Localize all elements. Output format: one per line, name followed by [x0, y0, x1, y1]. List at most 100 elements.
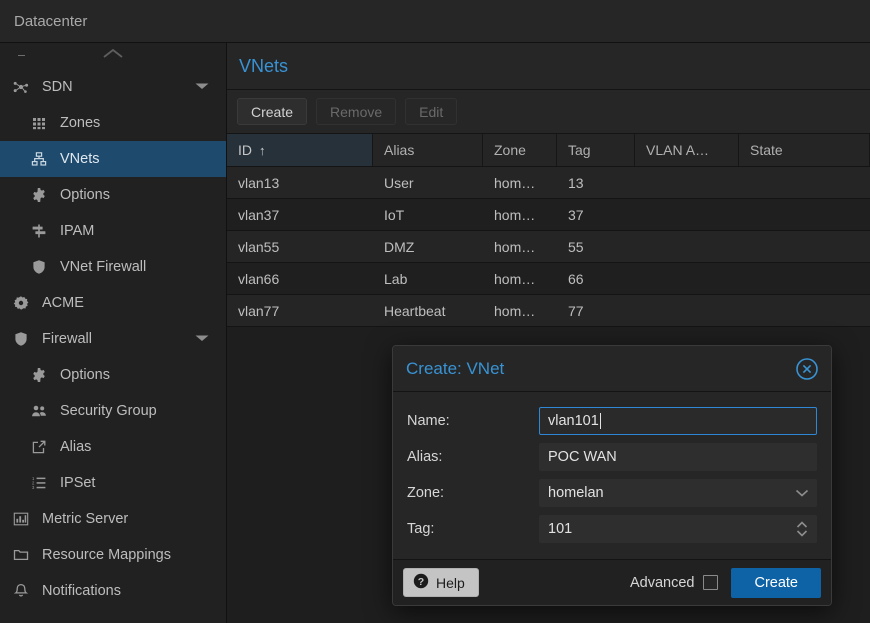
sidebar[interactable]: SDN Zones VNets Options IPAM VNet Firewall ACM… — [0, 43, 227, 623]
table-row[interactable]: vlan55 DMZ hom… 55 — [227, 231, 870, 263]
sidebar-item-label: Notifications — [42, 583, 121, 599]
tag-stepper[interactable]: 101 — [539, 515, 817, 543]
field-row-zone: Zone: homelan — [407, 475, 817, 511]
shield-icon — [9, 331, 33, 347]
sidebar-item-label: VNet Firewall — [60, 259, 147, 275]
bar-chart-icon — [9, 511, 33, 527]
table-row[interactable]: vlan77 Heartbeat hom… 77 — [227, 295, 870, 327]
dialog-footer: ? Help Advanced Create — [393, 559, 831, 605]
table-cell-zone: hom… — [494, 206, 536, 223]
help-button[interactable]: ? Help — [403, 568, 479, 597]
advanced-label: Advanced — [629, 574, 695, 591]
table-cell-zone: hom… — [494, 270, 536, 287]
shield-icon — [27, 259, 51, 275]
table-body[interactable]: vlan13 User hom… 13 vlan37 IoT hom… 37 vlan55 DMZ… — [227, 167, 870, 475]
question-mark-icon: ? — [413, 573, 429, 592]
sidebar-item-ipam[interactable]: IPAM — [0, 213, 226, 249]
table-row[interactable]: vlan13 User hom… 13 — [227, 167, 870, 199]
sidebar-item-security-group[interactable]: Security Group — [0, 393, 226, 429]
table-cell-alias: Heartbeat — [384, 302, 446, 319]
create-button[interactable]: Create — [237, 98, 308, 125]
chevron-down-icon[interactable] — [795, 489, 809, 498]
sidebar-item-label: Metric Server — [42, 511, 129, 527]
create-vnet-dialog[interactable]: Create: VNet Name: vlan101 Alias: POC WA… — [392, 345, 832, 606]
table-cell-zone: hom… — [494, 302, 536, 319]
zone-label: Zone: — [407, 485, 445, 501]
table-cell-state — [739, 167, 870, 198]
table-cell-vlan — [635, 263, 739, 294]
table-header-tag[interactable]: Tag — [557, 134, 635, 166]
sidebar-scroll-up[interactable] — [0, 43, 226, 69]
table-cell-tag: 37 — [568, 206, 584, 223]
sidebar-item-notifications[interactable]: Notifications — [0, 573, 226, 609]
sidebar-item-alias[interactable]: Alias — [0, 429, 226, 465]
edit-button: Edit — [405, 98, 458, 125]
sidebar-item-sdn[interactable]: SDN — [0, 69, 226, 105]
sidebar-item-ipset[interactable]: 1 2 3 IPSet — [0, 465, 226, 501]
svg-text:1: 1 — [32, 476, 35, 481]
top-bar: Datacenter — [0, 0, 870, 43]
sidebar-item-acme[interactable]: ACME — [0, 285, 226, 321]
sidebar-item-firewall[interactable]: Firewall — [0, 321, 226, 357]
table-header-label: ID — [238, 142, 252, 158]
table-header-label: State — [750, 142, 783, 158]
sidebar-item-label: SDN — [42, 79, 73, 95]
table-cell-vlan — [635, 199, 739, 230]
table-header-state[interactable]: State — [739, 134, 870, 166]
name-input-value: vlan101 — [548, 413, 599, 429]
sdn-nodes-icon — [9, 79, 33, 95]
spinner-updown-icon[interactable] — [795, 519, 809, 539]
table-cell-tag: 77 — [568, 302, 584, 319]
sidebar-item-zones[interactable]: Zones — [0, 105, 226, 141]
sidebar-item-label: IPAM — [60, 223, 95, 239]
dialog-create-button[interactable]: Create — [731, 567, 821, 598]
table-cell-alias: IoT — [384, 206, 405, 223]
sidebar-nav-list: SDN Zones VNets Options IPAM VNet Firewall ACM… — [0, 69, 226, 609]
close-icon[interactable] — [795, 357, 819, 381]
table-header-zone[interactable]: Zone — [483, 134, 557, 166]
sidebar-item-label: VNets — [60, 151, 100, 167]
sidebar-item-label: Zones — [60, 115, 101, 131]
sidebar-item-vnets[interactable]: VNets — [0, 141, 226, 177]
table-header-vlan[interactable]: VLAN A… — [635, 134, 739, 166]
alias-input[interactable]: POC WAN — [539, 443, 817, 471]
sidebar-item-options[interactable]: Options — [0, 357, 226, 393]
sidebar-item-label: Firewall — [42, 331, 92, 347]
table-cell-state — [739, 263, 870, 294]
chevron-down-icon[interactable] — [194, 331, 210, 347]
table-row[interactable]: vlan37 IoT hom… 37 — [227, 199, 870, 231]
bell-icon — [9, 583, 33, 599]
sidebar-item-resource-mappings[interactable]: Resource Mappings — [0, 537, 226, 573]
svg-text:?: ? — [418, 576, 424, 588]
chevron-down-icon[interactable] — [194, 79, 210, 95]
sidebar-item-metric-server[interactable]: Metric Server — [0, 501, 226, 537]
external-link-icon — [27, 439, 51, 455]
table-cell-alias: DMZ — [384, 238, 415, 255]
table-toolbar: Create Remove Edit — [227, 90, 870, 134]
gear-icon — [27, 367, 51, 383]
table-header-row: ID ↑ Alias Zone Tag VLAN A… State — [227, 134, 870, 167]
table-header-id[interactable]: ID ↑ — [227, 134, 373, 166]
sidebar-item-label: Resource Mappings — [42, 547, 171, 563]
sidebar-item-label: Security Group — [60, 403, 157, 419]
table-cell-alias: Lab — [384, 270, 408, 287]
table-cell-id: vlan55 — [238, 238, 280, 255]
table-cell-state — [739, 231, 870, 262]
chevron-up-icon[interactable] — [102, 47, 124, 65]
advanced-toggle[interactable]: Advanced — [630, 575, 719, 591]
advanced-checkbox[interactable] — [703, 575, 719, 590]
name-label: Name: — [407, 413, 450, 429]
table-cell-id: vlan66 — [238, 270, 280, 287]
table-cell-tag: 13 — [568, 174, 584, 191]
sidebar-item-options[interactable]: Options — [0, 177, 226, 213]
table-header-alias[interactable]: Alias — [373, 134, 483, 166]
users-group-icon — [27, 403, 51, 419]
sidebar-item-vnet-firewall[interactable]: VNet Firewall — [0, 249, 226, 285]
table-row[interactable]: vlan66 Lab hom… 66 — [227, 263, 870, 295]
name-input[interactable]: vlan101 — [539, 407, 817, 435]
zone-select[interactable]: homelan — [539, 479, 817, 507]
certificate-gear-icon — [9, 295, 33, 311]
sidebar-item-label: Alias — [60, 439, 92, 455]
dialog-body: Name: vlan101 Alias: POC WAN Zone: homel… — [393, 392, 831, 559]
